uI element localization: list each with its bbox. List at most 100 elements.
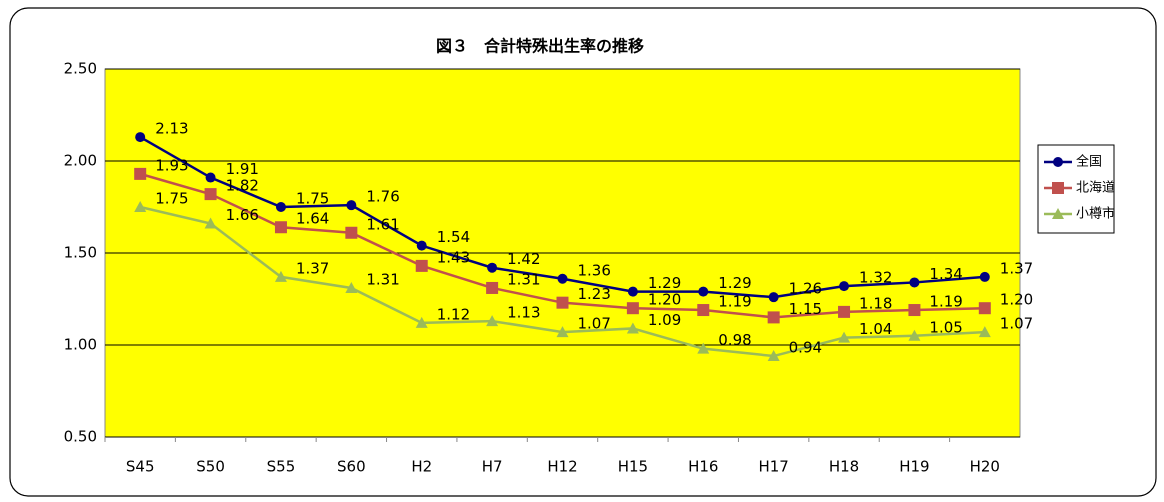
x-tick-label: S60 bbox=[337, 458, 366, 476]
point bbox=[909, 277, 920, 288]
data-label: 1.04 bbox=[859, 320, 892, 338]
data-label: 1.26 bbox=[789, 280, 822, 298]
point bbox=[978, 302, 991, 315]
point bbox=[626, 302, 639, 315]
data-label: 1.31 bbox=[366, 270, 399, 288]
data-label: 1.34 bbox=[929, 265, 962, 283]
point bbox=[697, 342, 710, 354]
x-tick-label: H18 bbox=[829, 458, 859, 476]
point bbox=[486, 315, 499, 327]
point bbox=[134, 167, 147, 180]
x-tick-label: H15 bbox=[618, 458, 648, 476]
point bbox=[698, 286, 709, 297]
x-tick-label: H19 bbox=[899, 458, 929, 476]
point bbox=[908, 304, 921, 317]
legend-label: 北海道 bbox=[1076, 181, 1115, 196]
data-label: 1.13 bbox=[507, 304, 540, 322]
legend-label: 全国 bbox=[1076, 154, 1102, 170]
x-tick-label: S45 bbox=[126, 458, 155, 476]
data-label: 1.12 bbox=[437, 305, 470, 323]
x-tick-label: S50 bbox=[196, 458, 225, 476]
data-label: 1.93 bbox=[155, 156, 188, 174]
y-tick-label: 2.50 bbox=[64, 60, 97, 78]
point bbox=[557, 273, 568, 284]
point bbox=[346, 200, 357, 211]
data-label: 1.42 bbox=[507, 250, 540, 268]
point bbox=[627, 286, 638, 297]
data-label: 1.36 bbox=[578, 261, 611, 279]
data-label: 1.66 bbox=[226, 206, 259, 224]
point bbox=[908, 329, 921, 341]
x-tick-label: H20 bbox=[970, 458, 1000, 476]
data-label: 0.94 bbox=[789, 339, 822, 357]
data-label: 1.15 bbox=[789, 300, 822, 318]
y-tick-label: 1.50 bbox=[64, 244, 97, 262]
data-label: 2.13 bbox=[155, 120, 188, 138]
point bbox=[415, 259, 428, 272]
data-label: 1.19 bbox=[718, 293, 751, 311]
legend-label: 小樽市 bbox=[1076, 206, 1115, 222]
y-tick-label: 2.00 bbox=[64, 152, 97, 170]
point bbox=[416, 240, 427, 251]
data-label: 1.31 bbox=[507, 270, 540, 288]
point bbox=[205, 172, 216, 183]
point bbox=[556, 326, 569, 338]
data-label: 1.54 bbox=[437, 228, 470, 246]
data-label: 1.76 bbox=[366, 188, 399, 206]
data-label: 1.23 bbox=[578, 285, 611, 303]
data-label: 1.75 bbox=[296, 190, 329, 208]
data-label: 1.18 bbox=[859, 294, 892, 312]
point bbox=[274, 270, 287, 282]
x-tick-label: S55 bbox=[267, 458, 296, 476]
legend-marker bbox=[1052, 208, 1064, 219]
data-label: 1.75 bbox=[155, 190, 188, 208]
point bbox=[274, 221, 287, 234]
point bbox=[134, 201, 147, 212]
point bbox=[767, 350, 780, 362]
data-label: 1.09 bbox=[648, 311, 681, 329]
x-tick-label: H2 bbox=[411, 458, 432, 476]
chart-title: 図３ 合計特殊出生率の推移 bbox=[436, 37, 644, 56]
point bbox=[697, 304, 710, 317]
data-label: 1.37 bbox=[1000, 259, 1033, 277]
point bbox=[486, 281, 499, 294]
point bbox=[839, 281, 850, 292]
point bbox=[838, 331, 851, 343]
y-tick-label: 1.00 bbox=[64, 336, 97, 354]
point bbox=[979, 271, 990, 282]
legend-marker bbox=[1052, 182, 1064, 194]
legend-marker bbox=[1053, 157, 1063, 167]
x-tick-label: H17 bbox=[758, 458, 788, 476]
point bbox=[978, 326, 991, 338]
data-label: 1.82 bbox=[226, 177, 259, 195]
data-label: 1.07 bbox=[1000, 315, 1033, 333]
x-tick-label: H16 bbox=[688, 458, 718, 476]
x-tick-label: H7 bbox=[482, 458, 503, 476]
point bbox=[204, 188, 217, 201]
point bbox=[768, 292, 779, 303]
point bbox=[275, 202, 286, 212]
data-label: 1.07 bbox=[578, 315, 611, 333]
data-label: 1.29 bbox=[648, 274, 681, 292]
data-label: 1.29 bbox=[718, 274, 751, 292]
x-tick-label: H12 bbox=[547, 458, 577, 476]
point bbox=[556, 296, 569, 309]
data-label: 1.43 bbox=[437, 248, 470, 266]
data-label: 1.61 bbox=[366, 215, 399, 233]
point bbox=[345, 281, 358, 293]
point bbox=[204, 217, 217, 229]
point bbox=[415, 316, 428, 328]
data-label: 1.91 bbox=[226, 160, 259, 178]
data-label: 1.05 bbox=[929, 318, 962, 336]
point bbox=[838, 305, 851, 318]
point bbox=[626, 322, 639, 334]
point bbox=[345, 226, 358, 239]
point bbox=[135, 132, 146, 143]
y-tick-label: 0.50 bbox=[64, 428, 97, 446]
point bbox=[767, 311, 780, 324]
data-label: 0.98 bbox=[718, 331, 751, 349]
point bbox=[487, 262, 498, 273]
data-label: 1.20 bbox=[648, 291, 681, 309]
data-label: 1.20 bbox=[1000, 291, 1033, 309]
